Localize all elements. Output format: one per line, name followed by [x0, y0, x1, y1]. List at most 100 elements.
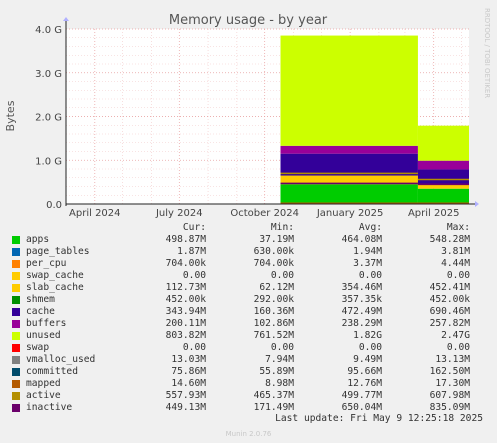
legend-header-cur: Cur: — [182, 222, 206, 233]
area-apps — [280, 184, 418, 204]
legend-swatch — [12, 284, 20, 292]
legend-swatch — [12, 260, 20, 268]
area-cache — [280, 153, 418, 176]
legend-row-cache: cache 343.94M 160.36M 472.49M 690.46M — [12, 306, 487, 318]
legend-avg: 9.49M — [353, 354, 382, 365]
last-update: Last update: Fri May 9 12:25:18 2025 — [275, 413, 483, 424]
legend-cur: 13.03M — [171, 354, 206, 365]
legend-row-shmem: shmem 452.00k 292.00k 357.35k 452.00k — [12, 294, 487, 306]
legend-name: slab_cache — [26, 282, 84, 293]
legend-row-swap-cache: swap_cache 0.00 0.00 0.00 0.00 — [12, 270, 487, 282]
legend-max: 0.00 — [446, 342, 470, 353]
y-axis-arrow — [63, 17, 69, 21]
legend-name: inactive — [26, 402, 73, 413]
legend-header: Cur: Min: Avg: Max: — [12, 222, 487, 234]
legend-swatch — [12, 404, 20, 412]
y-axis-label: Bytes — [4, 100, 17, 131]
legend-cur: 0.00 — [182, 342, 206, 353]
y-tick-label: 1.0 G — [35, 156, 62, 167]
area-buffers — [280, 145, 418, 154]
x-axis-arrow — [475, 201, 479, 207]
rrdtool-watermark: RRDTOOL / TOBI OETIKER — [483, 8, 491, 98]
legend-max: 162.50M — [429, 366, 470, 377]
x-tick-label: January 2025 — [316, 208, 384, 219]
legend-swatch — [12, 320, 20, 328]
legend-max: 4.44M — [441, 258, 470, 269]
legend-max: 835.09M — [429, 402, 470, 413]
legend-max: 452.41M — [429, 282, 470, 293]
legend-swatch — [12, 368, 20, 376]
x-tick-label: April 2024 — [69, 208, 120, 219]
legend-min: 37.19M — [259, 234, 294, 245]
legend-avg: 95.66M — [347, 366, 382, 377]
legend-avg: 354.46M — [341, 282, 382, 293]
legend-min: 292.00k — [253, 294, 294, 305]
legend-max: 17.30M — [435, 378, 470, 389]
legend-cur: 498.87M — [165, 234, 206, 245]
legend-name: shmem — [26, 294, 55, 305]
legend-min: 761.52M — [253, 330, 294, 341]
legend-name: cache — [26, 306, 55, 317]
y-tick-label: 0.0 — [46, 200, 62, 211]
legend-avg: 0.00 — [358, 342, 382, 353]
legend-min: 465.37M — [253, 390, 294, 401]
legend-cur: 452.00k — [165, 294, 206, 305]
legend-name: page_tables — [26, 246, 90, 257]
legend-header-max: Max: — [446, 222, 470, 233]
legend-avg: 1.82G — [353, 330, 382, 341]
legend-name: vmalloc_used — [26, 354, 96, 365]
chart-title: Memory usage - by year — [169, 13, 328, 28]
area-unused — [280, 35, 418, 146]
legend-row-slab-cache: slab_cache 112.73M 62.12M 354.46M 452.41M — [12, 282, 487, 294]
legend-avg: 472.49M — [341, 306, 382, 317]
legend-cur: 200.11M — [165, 318, 206, 329]
legend-avg: 238.29M — [341, 318, 382, 329]
legend-avg: 3.37M — [353, 258, 382, 269]
legend-min: 102.86M — [253, 318, 294, 329]
legend-max: 690.46M — [429, 306, 470, 317]
legend-row-active: active 557.93M 465.37M 499.77M 607.98M — [12, 390, 487, 402]
legend-max: 13.13M — [435, 354, 470, 365]
legend-max: 548.28M — [429, 234, 470, 245]
legend-min: 8.98M — [265, 378, 294, 389]
y-tick-label: 2.0 G — [35, 113, 62, 124]
y-tick-label: 3.0 G — [35, 69, 62, 80]
axes — [63, 17, 479, 207]
legend-cur: 14.60M — [171, 378, 206, 389]
legend-cur: 1.87M — [177, 246, 206, 257]
legend-min: 0.00 — [270, 342, 294, 353]
x-tick-label: April 2025 — [408, 208, 459, 219]
legend-avg: 0.00 — [358, 270, 382, 281]
legend-min: 62.12M — [259, 282, 294, 293]
legend-cur: 0.00 — [182, 270, 206, 281]
legend-min: 630.00k — [253, 246, 294, 257]
legend-name: buffers — [26, 318, 67, 329]
legend-max: 607.98M — [429, 390, 470, 401]
x-tick-label: July 2024 — [155, 208, 203, 219]
legend-cur: 704.00k — [165, 258, 206, 269]
legend-row-inactive: inactive 449.13M 171.49M 650.04M 835.09M — [12, 402, 487, 414]
legend-avg: 464.08M — [341, 234, 382, 245]
legend-name: unused — [26, 330, 61, 341]
legend-name: committed — [26, 366, 78, 377]
legend-swatch — [12, 248, 20, 256]
area-cache — [417, 169, 469, 185]
area-unused — [417, 125, 469, 161]
legend-max: 452.00k — [429, 294, 470, 305]
legend-row-unused: unused 803.82M 761.52M 1.82G 2.47G — [12, 330, 487, 342]
legend-avg: 12.76M — [347, 378, 382, 389]
legend-header-min: Min: — [270, 222, 294, 233]
legend-name: mapped — [26, 378, 61, 389]
legend-avg: 1.94M — [353, 246, 382, 257]
legend-min: 171.49M — [253, 402, 294, 413]
legend-min: 704.00k — [253, 258, 294, 269]
legend-swatch — [12, 236, 20, 244]
legend-row-per-cpu: per_cpu 704.00k 704.00k 3.37M 4.44M — [12, 258, 487, 270]
memory-chart: 0.0 1.0 G 2.0 G 3.0 G 4.0 G April 2024 July 20… — [4, 8, 491, 219]
area-slab-cache — [280, 175, 418, 185]
legend-min: 55.89M — [259, 366, 294, 377]
legend-name: apps — [26, 234, 50, 245]
legend-name: active — [26, 390, 61, 401]
legend-max: 0.00 — [446, 270, 470, 281]
legend-name: swap_cache — [26, 270, 84, 281]
